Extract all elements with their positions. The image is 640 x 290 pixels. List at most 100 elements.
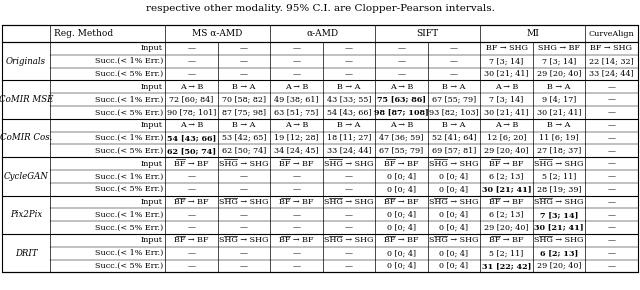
Text: Originals: Originals <box>6 57 46 66</box>
Text: —: — <box>292 57 301 65</box>
Text: CycleGAN: CycleGAN <box>4 172 49 181</box>
Text: 75 [63; 86]: 75 [63; 86] <box>377 96 426 104</box>
Text: SHG → SHG: SHG → SHG <box>534 236 584 244</box>
Text: 0 [0; 4]: 0 [0; 4] <box>387 262 416 270</box>
Text: —: — <box>345 44 353 52</box>
Text: —: — <box>240 262 248 270</box>
Text: 18 [11; 27]: 18 [11; 27] <box>327 134 371 142</box>
Text: 12 [6; 20]: 12 [6; 20] <box>487 134 526 142</box>
Text: 29 [20; 40]: 29 [20; 40] <box>484 224 529 232</box>
Text: —: — <box>188 57 195 65</box>
Text: 62 [50; 74]: 62 [50; 74] <box>167 147 216 155</box>
Text: 54 [43; 66]: 54 [43; 66] <box>326 108 371 116</box>
Text: B → A: B → A <box>442 83 466 91</box>
Text: 7 [3; 14]: 7 [3; 14] <box>490 96 524 104</box>
Text: —: — <box>345 70 353 78</box>
Text: SHG → SHG: SHG → SHG <box>324 198 374 206</box>
Text: —: — <box>188 249 195 257</box>
Text: B → A: B → A <box>547 83 571 91</box>
Text: Succ.(< 1% Err.): Succ.(< 1% Err.) <box>95 57 163 65</box>
Text: —: — <box>607 134 616 142</box>
Text: B → A: B → A <box>547 121 571 129</box>
Text: 6 [2; 13]: 6 [2; 13] <box>540 249 578 257</box>
Text: —: — <box>607 198 616 206</box>
Text: —: — <box>345 224 353 232</box>
Text: —: — <box>188 262 195 270</box>
Text: —: — <box>607 262 616 270</box>
Text: —: — <box>240 57 248 65</box>
Text: 0 [0; 4]: 0 [0; 4] <box>387 211 416 219</box>
Text: SIFT: SIFT <box>417 29 438 38</box>
Text: Succ.(< 1% Err.): Succ.(< 1% Err.) <box>95 96 163 104</box>
Text: Input: Input <box>141 236 163 244</box>
Text: 69 [57; 81]: 69 [57; 81] <box>432 147 476 155</box>
Text: SHG → SHG: SHG → SHG <box>324 160 374 168</box>
Text: A → B: A → B <box>180 83 203 91</box>
Text: 31 [22; 42]: 31 [22; 42] <box>482 262 531 270</box>
Text: 93 [82; 103]: 93 [82; 103] <box>429 108 479 116</box>
Text: —: — <box>450 44 458 52</box>
Text: —: — <box>607 172 616 180</box>
Text: —: — <box>345 185 353 193</box>
Text: —: — <box>292 185 301 193</box>
Text: —: — <box>240 70 248 78</box>
Text: 33 [24; 44]: 33 [24; 44] <box>589 70 634 78</box>
Text: SHG → SHG: SHG → SHG <box>220 236 269 244</box>
Text: 30 [21; 41]: 30 [21; 41] <box>482 185 531 193</box>
Text: SHG → SHG: SHG → SHG <box>534 160 584 168</box>
Text: B → A: B → A <box>232 83 256 91</box>
Text: —: — <box>188 70 195 78</box>
Text: —: — <box>292 262 301 270</box>
Text: —: — <box>345 262 353 270</box>
Text: —: — <box>292 211 301 219</box>
Text: —: — <box>345 57 353 65</box>
Text: 63 [51; 75]: 63 [51; 75] <box>275 108 319 116</box>
Text: —: — <box>240 185 248 193</box>
Text: 75 [63; 86]: 75 [63; 86] <box>377 96 426 104</box>
Text: 0 [0; 4]: 0 [0; 4] <box>440 249 468 257</box>
Text: BF → BF: BF → BF <box>279 198 314 206</box>
Text: 9 [4; 17]: 9 [4; 17] <box>542 96 576 104</box>
Text: 47 [36; 59]: 47 [36; 59] <box>380 134 424 142</box>
Text: 30 [21; 41]: 30 [21; 41] <box>537 108 581 116</box>
Text: —: — <box>240 224 248 232</box>
Text: B → A: B → A <box>232 121 256 129</box>
Text: —: — <box>240 249 248 257</box>
Bar <box>2 25 638 272</box>
Text: B → A: B → A <box>337 83 361 91</box>
Text: —: — <box>188 211 195 219</box>
Text: 29 [20; 40]: 29 [20; 40] <box>484 147 529 155</box>
Text: BF → BF: BF → BF <box>384 160 419 168</box>
Text: Succ.(< 5% Err.): Succ.(< 5% Err.) <box>95 70 163 78</box>
Text: 30 [21; 41]: 30 [21; 41] <box>534 224 584 232</box>
Text: —: — <box>607 236 616 244</box>
Text: 54 [43; 66]: 54 [43; 66] <box>167 134 216 142</box>
Text: —: — <box>292 172 301 180</box>
Text: A → B: A → B <box>285 121 308 129</box>
Text: BF → BF: BF → BF <box>279 160 314 168</box>
Text: A → B: A → B <box>180 121 203 129</box>
Text: —: — <box>607 224 616 232</box>
Text: 0 [0; 4]: 0 [0; 4] <box>387 185 416 193</box>
Text: Input: Input <box>141 160 163 168</box>
Text: 19 [12; 28]: 19 [12; 28] <box>274 134 319 142</box>
Text: Input: Input <box>141 121 163 129</box>
Text: 7 [3; 14]: 7 [3; 14] <box>540 211 578 219</box>
Text: Pix2Pix: Pix2Pix <box>10 210 42 219</box>
Text: 30 [21; 41]: 30 [21; 41] <box>484 70 529 78</box>
Text: 49 [38; 61]: 49 [38; 61] <box>274 96 319 104</box>
Text: 0 [0; 4]: 0 [0; 4] <box>440 211 468 219</box>
Text: 33 [24; 44]: 33 [24; 44] <box>326 147 371 155</box>
Text: —: — <box>607 147 616 155</box>
Text: 90 [78; 101]: 90 [78; 101] <box>167 108 216 116</box>
Text: 72 [60; 84]: 72 [60; 84] <box>170 96 214 104</box>
Text: —: — <box>607 160 616 168</box>
Text: A → B: A → B <box>390 83 413 91</box>
Text: Succ.(< 1% Err.): Succ.(< 1% Err.) <box>95 134 163 142</box>
Text: 6 [2; 13]: 6 [2; 13] <box>489 172 524 180</box>
Text: —: — <box>188 172 195 180</box>
Text: SHG → SHG: SHG → SHG <box>429 198 479 206</box>
Text: 0 [0; 4]: 0 [0; 4] <box>440 262 468 270</box>
Text: Reg. Method: Reg. Method <box>54 29 113 38</box>
Text: B → A: B → A <box>337 121 361 129</box>
